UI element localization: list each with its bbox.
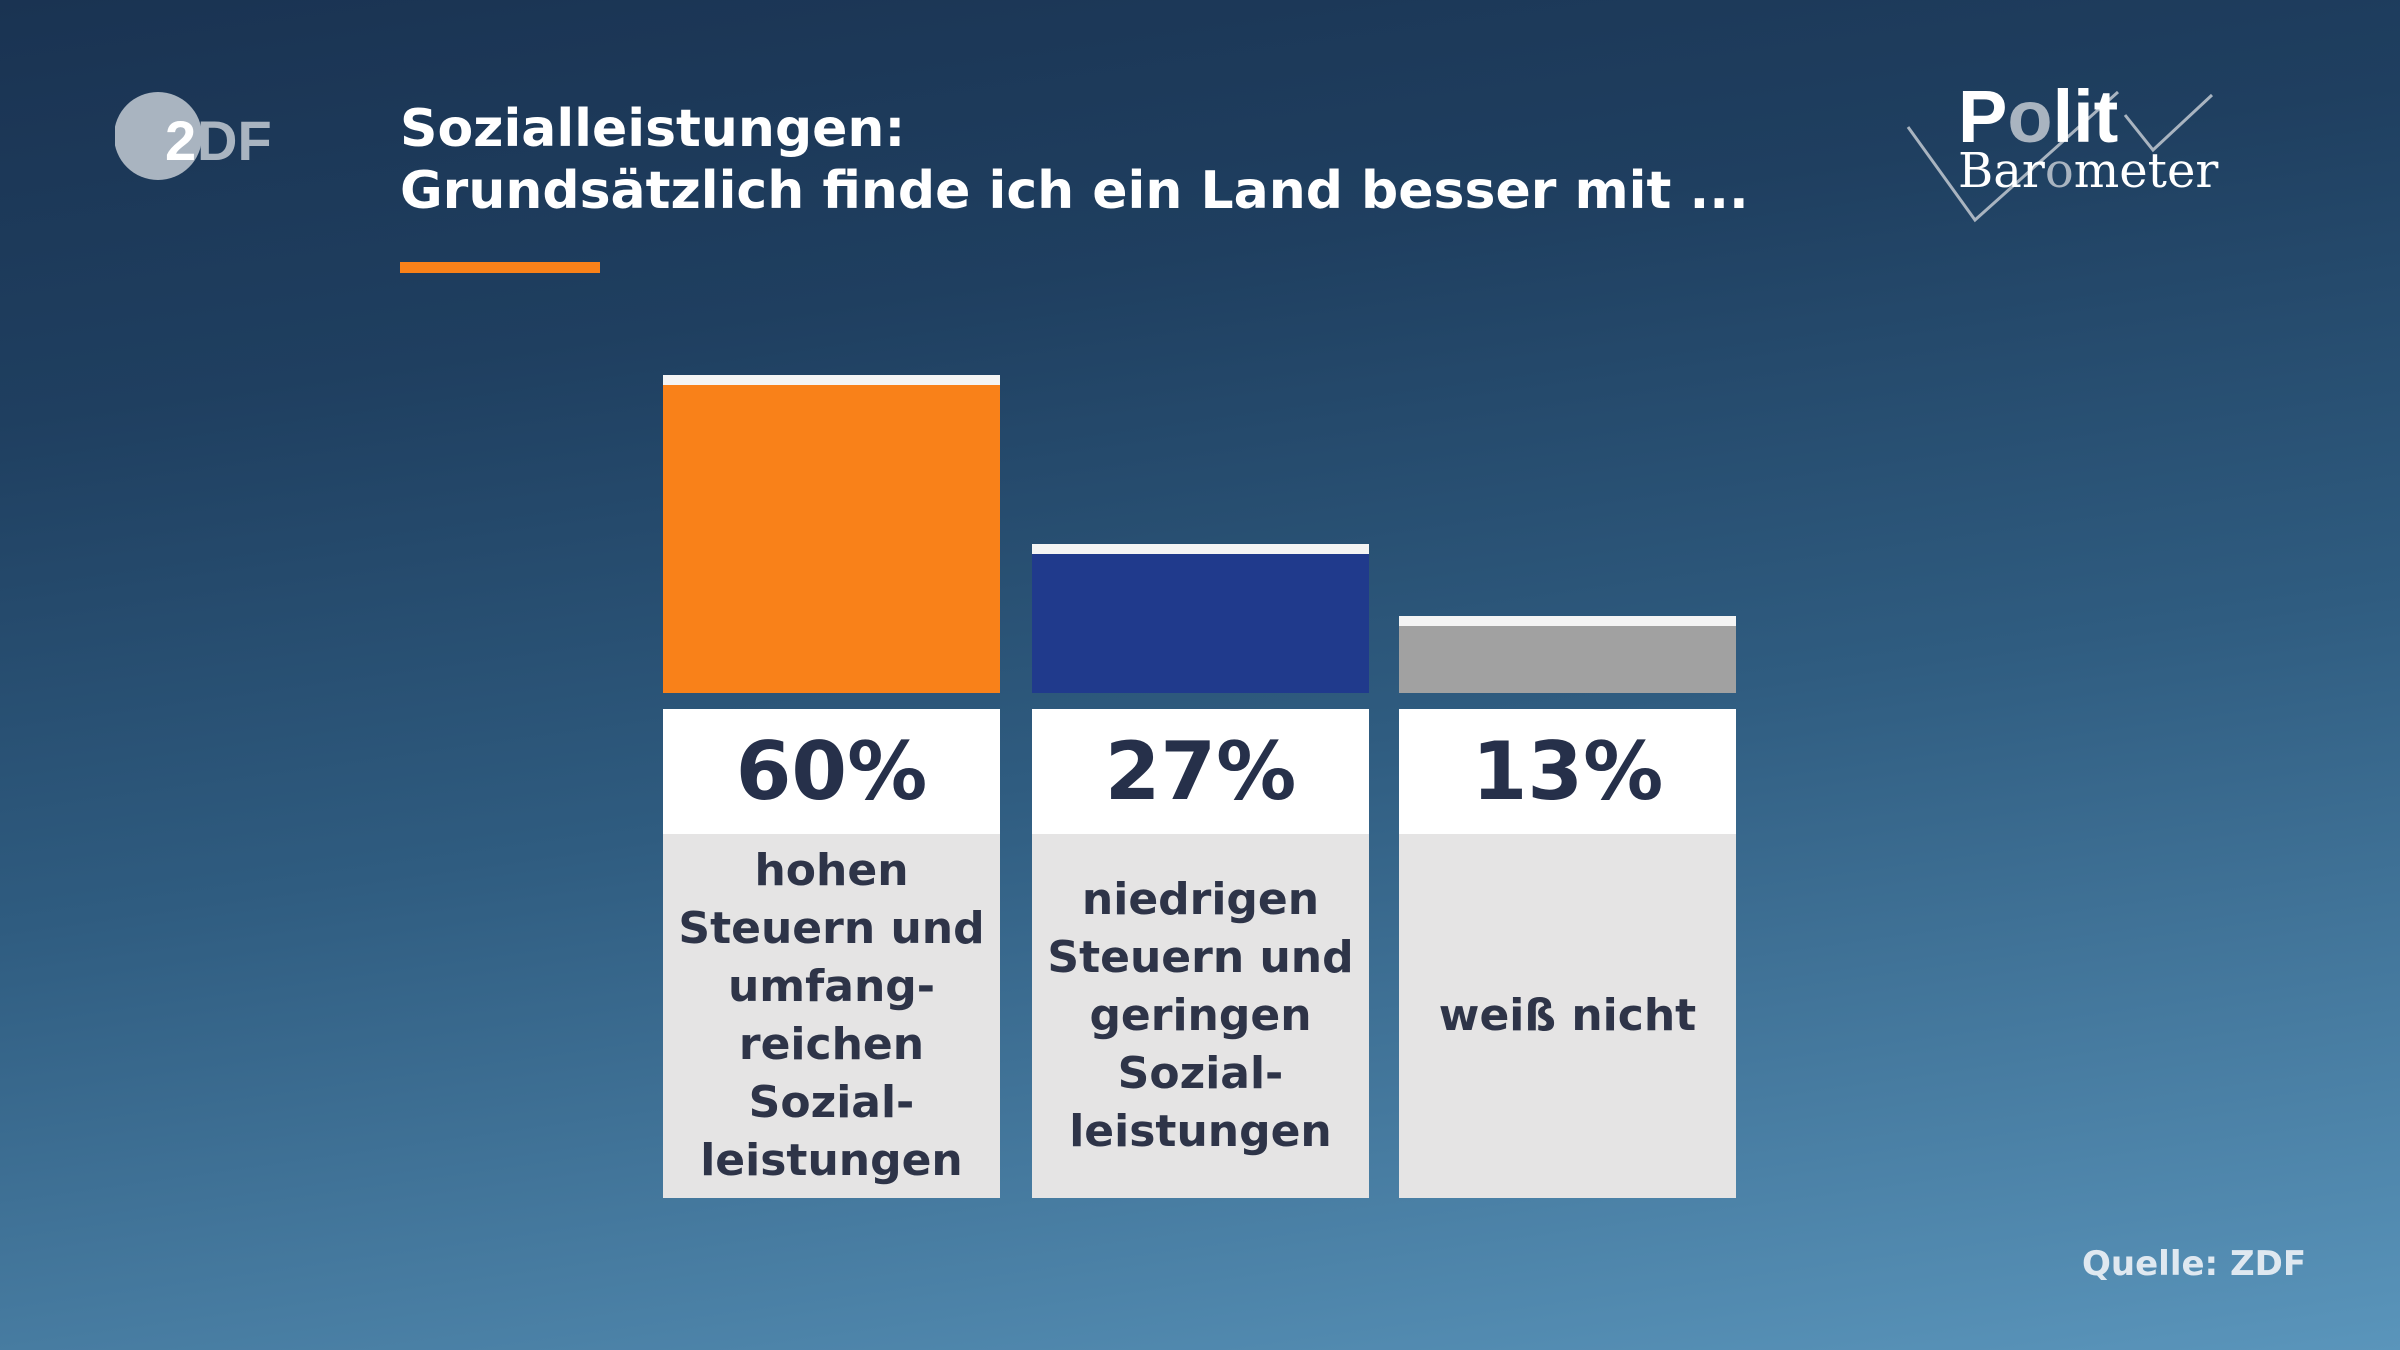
category-label-3: weiß nicht: [1399, 834, 1736, 1198]
title-underline: [400, 262, 600, 273]
value-label-3: 13%: [1399, 709, 1736, 834]
svg-text:Polit: Polit: [1958, 75, 2118, 158]
category-label-2: niedrigen Steuern und geringen Sozial- l…: [1032, 834, 1369, 1198]
svg-text:2: 2: [165, 109, 196, 172]
svg-text:Barometer: Barometer: [1958, 143, 2218, 199]
bar-cap-3: [1399, 616, 1736, 627]
title-line-1: Sozialleistungen:: [400, 99, 906, 159]
svg-text:DF: DF: [197, 109, 272, 172]
value-label-2: 27%: [1032, 709, 1369, 834]
bar-1: [663, 385, 1000, 693]
bar-cap-2: [1032, 544, 1369, 555]
bar-2: [1032, 554, 1369, 693]
source-label: Quelle: ZDF: [2082, 1244, 2307, 1284]
chart-title: Sozialleistungen: Grundsätzlich finde ic…: [400, 98, 1749, 222]
zdf-logo: 2 DF: [115, 92, 272, 180]
politbarometer-logo: Polit Barometer: [1906, 75, 2218, 223]
bar-cap-1: [663, 375, 1000, 385]
value-label-1: 60%: [663, 709, 1000, 834]
category-label-1: hohen Steuern und umfang- reichen Sozial…: [663, 834, 1000, 1198]
bar-3: [1399, 626, 1736, 693]
title-line-2: Grundsätzlich finde ich ein Land besser …: [400, 161, 1749, 221]
